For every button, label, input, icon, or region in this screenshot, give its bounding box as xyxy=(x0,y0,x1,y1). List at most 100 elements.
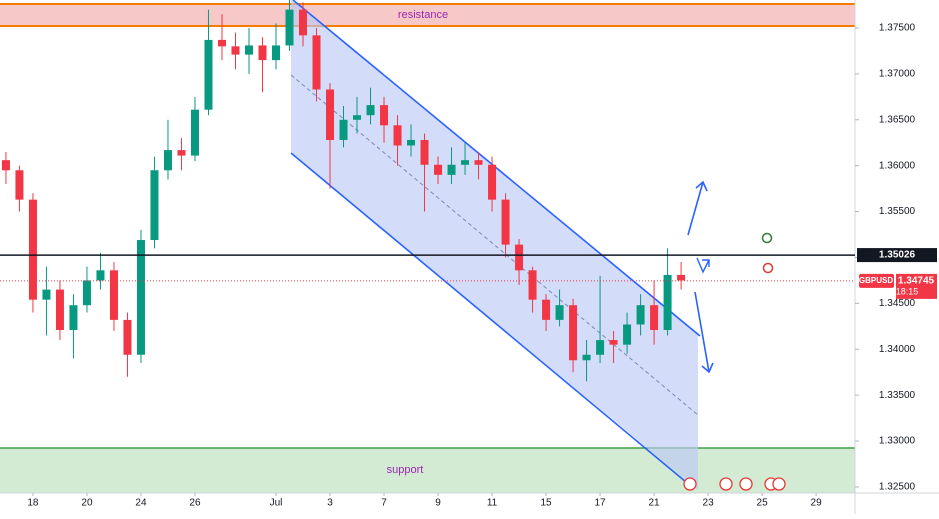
x-tick-label: 26 xyxy=(189,498,201,509)
candle-body xyxy=(582,354,591,361)
y-tick-label: 1.35500 xyxy=(879,206,916,217)
candle-body xyxy=(109,270,118,320)
candle-body xyxy=(326,89,335,140)
candle-body xyxy=(366,105,375,116)
candle-body xyxy=(299,9,308,36)
candle-body xyxy=(542,299,551,320)
x-tick-label: 29 xyxy=(811,498,823,509)
candle-body xyxy=(204,39,213,110)
symbol-label: GBPUSD xyxy=(859,276,893,285)
x-tick-label: 24 xyxy=(135,498,147,509)
symbol-badge xyxy=(859,273,894,288)
channel-upper xyxy=(292,0,701,337)
support-zone xyxy=(0,448,855,493)
candle-body xyxy=(312,35,321,90)
candle-body xyxy=(1,160,10,171)
candle-body xyxy=(150,170,159,241)
y-tick-label: 1.36500 xyxy=(879,114,916,125)
candle-body xyxy=(271,45,280,61)
candle-body xyxy=(231,46,240,55)
x-tick-label: 25 xyxy=(757,498,769,509)
x-tick-label: 20 xyxy=(81,498,93,509)
y-tick-label: 1.33000 xyxy=(879,436,916,447)
candle-body xyxy=(623,324,632,345)
candle-body xyxy=(96,270,105,281)
event-icons xyxy=(683,477,786,491)
candle-body xyxy=(609,340,618,345)
marker-green xyxy=(761,232,773,244)
y-tick-label: 1.37500 xyxy=(879,23,916,34)
candle-body xyxy=(461,160,470,165)
event-icon xyxy=(739,477,753,491)
channel-fill xyxy=(291,0,698,490)
x-tick-label: 11 xyxy=(487,498,498,509)
candle-body xyxy=(434,164,443,175)
candle-body xyxy=(677,274,686,281)
x-tick-label: 21 xyxy=(649,498,661,509)
x-tick-label: 18 xyxy=(27,498,39,509)
marker-red xyxy=(762,262,774,274)
y-tick-label: 1.33500 xyxy=(879,390,916,401)
candle-body xyxy=(555,305,564,320)
candle-body xyxy=(136,240,145,355)
last-price-badge xyxy=(896,273,937,299)
event-icon xyxy=(719,477,733,491)
event-icon xyxy=(683,477,697,491)
candle-body xyxy=(123,319,132,355)
candle-body xyxy=(28,199,37,300)
candle-body xyxy=(177,150,186,156)
candle-body xyxy=(190,109,199,156)
candle-body xyxy=(42,289,51,300)
resistance-label: resistance xyxy=(398,9,448,21)
candle-body xyxy=(569,305,578,361)
plot xyxy=(1,0,686,382)
candle-body xyxy=(515,244,524,271)
level-badge xyxy=(857,248,937,263)
candle-body xyxy=(258,45,267,61)
x-tick-label: 17 xyxy=(595,498,607,509)
candle-body xyxy=(339,119,348,140)
candle-body xyxy=(393,125,402,146)
candle-body xyxy=(69,305,78,330)
candle-body xyxy=(501,199,510,245)
x-tick-label: 7 xyxy=(381,498,387,509)
support-label: support xyxy=(387,464,424,476)
arrow-up xyxy=(687,180,708,236)
resistance-zone xyxy=(0,4,855,26)
channel-lower xyxy=(290,152,693,488)
candle-body xyxy=(447,164,456,175)
x-tick-label: 23 xyxy=(703,498,715,509)
candle-body xyxy=(353,115,362,120)
candle-body xyxy=(528,270,537,300)
x-tick-label: 15 xyxy=(540,498,552,509)
candle-body xyxy=(650,305,659,330)
y-tick-label: 1.34500 xyxy=(879,298,916,309)
candle-body xyxy=(163,150,172,171)
event-icon xyxy=(772,477,786,491)
level-label: 1.35026 xyxy=(879,250,916,261)
last-price-label: 1.34745 xyxy=(898,276,935,287)
candle-body xyxy=(636,305,645,325)
arrow-small xyxy=(696,257,710,274)
candle-body xyxy=(244,45,253,55)
y-tick-label: 1.34000 xyxy=(879,344,916,355)
candle-body xyxy=(407,139,416,146)
candle-body xyxy=(380,105,389,126)
candle-body xyxy=(217,39,226,47)
candle-body xyxy=(474,160,483,165)
candle-body xyxy=(55,289,64,330)
candle-body xyxy=(596,340,605,355)
x-tick-label: Jul xyxy=(270,498,283,509)
candle-body xyxy=(82,280,91,306)
countdown-label: 18:15 xyxy=(896,286,919,296)
candle-body xyxy=(488,164,497,200)
candle-body xyxy=(663,274,672,330)
y-tick-label: 1.32500 xyxy=(879,482,916,493)
channel-mid xyxy=(290,74,699,416)
y-tick-label: 1.36000 xyxy=(879,160,916,171)
y-tick-label: 1.37000 xyxy=(879,69,916,80)
candle-body xyxy=(420,139,429,165)
candle-body xyxy=(15,170,24,200)
candle-body xyxy=(285,9,294,46)
